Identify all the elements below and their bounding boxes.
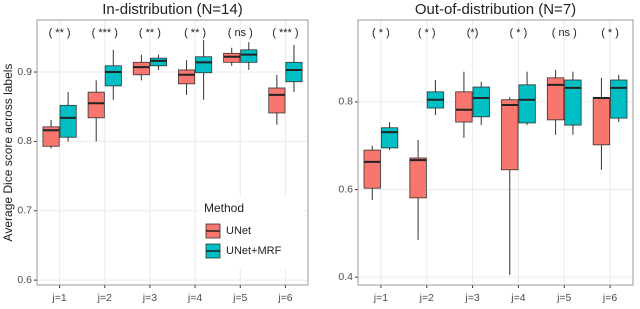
significance-label: ( * ) bbox=[510, 27, 528, 39]
x-tick-label: j=6 bbox=[602, 292, 617, 304]
significance-label: ( *** ) bbox=[92, 27, 118, 39]
y-tick-label: 0.8 bbox=[338, 96, 353, 108]
box bbox=[42, 126, 60, 147]
y-tick-label: 0.9 bbox=[17, 66, 32, 78]
y-tick-label: 0.8 bbox=[17, 135, 32, 147]
box bbox=[240, 49, 258, 63]
y-tick-label: 0.4 bbox=[338, 271, 353, 283]
box bbox=[363, 149, 381, 189]
box bbox=[501, 99, 519, 171]
y-tick-label: 0.6 bbox=[338, 183, 353, 195]
box bbox=[149, 57, 167, 67]
x-tick-label: j=2 bbox=[419, 292, 434, 304]
x-tick-label: j=6 bbox=[277, 292, 292, 304]
box bbox=[268, 87, 286, 114]
box bbox=[518, 84, 536, 124]
panel-title: Out-of-distribution (N=7) bbox=[415, 1, 576, 18]
box bbox=[285, 61, 303, 83]
legend-title: Method bbox=[204, 201, 244, 215]
x-tick-label: j=4 bbox=[187, 292, 202, 304]
significance-label: ( * ) bbox=[601, 27, 619, 39]
panel-title: In-distribution (N=14) bbox=[102, 1, 242, 18]
legend-label: UNet+MRF bbox=[226, 245, 282, 257]
y-tick-label: 0.6 bbox=[17, 274, 32, 286]
box bbox=[592, 97, 611, 146]
box bbox=[546, 77, 565, 121]
x-tick-label: j=5 bbox=[556, 292, 571, 304]
x-tick-label: j=4 bbox=[510, 292, 525, 304]
panel-background bbox=[358, 20, 633, 285]
x-tick-label: j=5 bbox=[232, 292, 247, 304]
box bbox=[223, 52, 241, 63]
significance-label: ( ns ) bbox=[552, 27, 577, 39]
box bbox=[472, 86, 490, 118]
x-tick-label: j=1 bbox=[51, 292, 66, 304]
significance-label: ( * ) bbox=[418, 27, 436, 39]
significance-label: ( ** ) bbox=[49, 27, 71, 39]
x-tick-label: j=3 bbox=[142, 292, 157, 304]
box bbox=[610, 79, 628, 119]
x-tick-label: j=1 bbox=[373, 292, 388, 304]
box bbox=[380, 127, 399, 149]
significance-label: (*) bbox=[467, 27, 479, 39]
box bbox=[178, 69, 196, 85]
panel-border bbox=[357, 19, 634, 286]
significance-label: ( ns ) bbox=[228, 27, 253, 39]
box bbox=[409, 157, 427, 199]
panel-border bbox=[36, 19, 309, 286]
x-tick-label: j=2 bbox=[97, 292, 112, 304]
y-tick-label: 0.7 bbox=[17, 205, 32, 217]
significance-label: ( ** ) bbox=[139, 27, 161, 39]
legend-label: UNet bbox=[226, 225, 251, 237]
box bbox=[59, 104, 77, 138]
box bbox=[87, 91, 105, 119]
box bbox=[132, 61, 150, 76]
significance-label: ( *** ) bbox=[272, 27, 298, 39]
significance-label: ( ** ) bbox=[184, 27, 206, 39]
box bbox=[455, 91, 473, 123]
box bbox=[104, 65, 122, 87]
y-axis-title: Average Dice score across labels bbox=[1, 64, 15, 242]
x-tick-label: j=3 bbox=[464, 292, 479, 304]
significance-label: ( * ) bbox=[372, 27, 390, 39]
box bbox=[564, 79, 582, 126]
box bbox=[195, 56, 213, 74]
